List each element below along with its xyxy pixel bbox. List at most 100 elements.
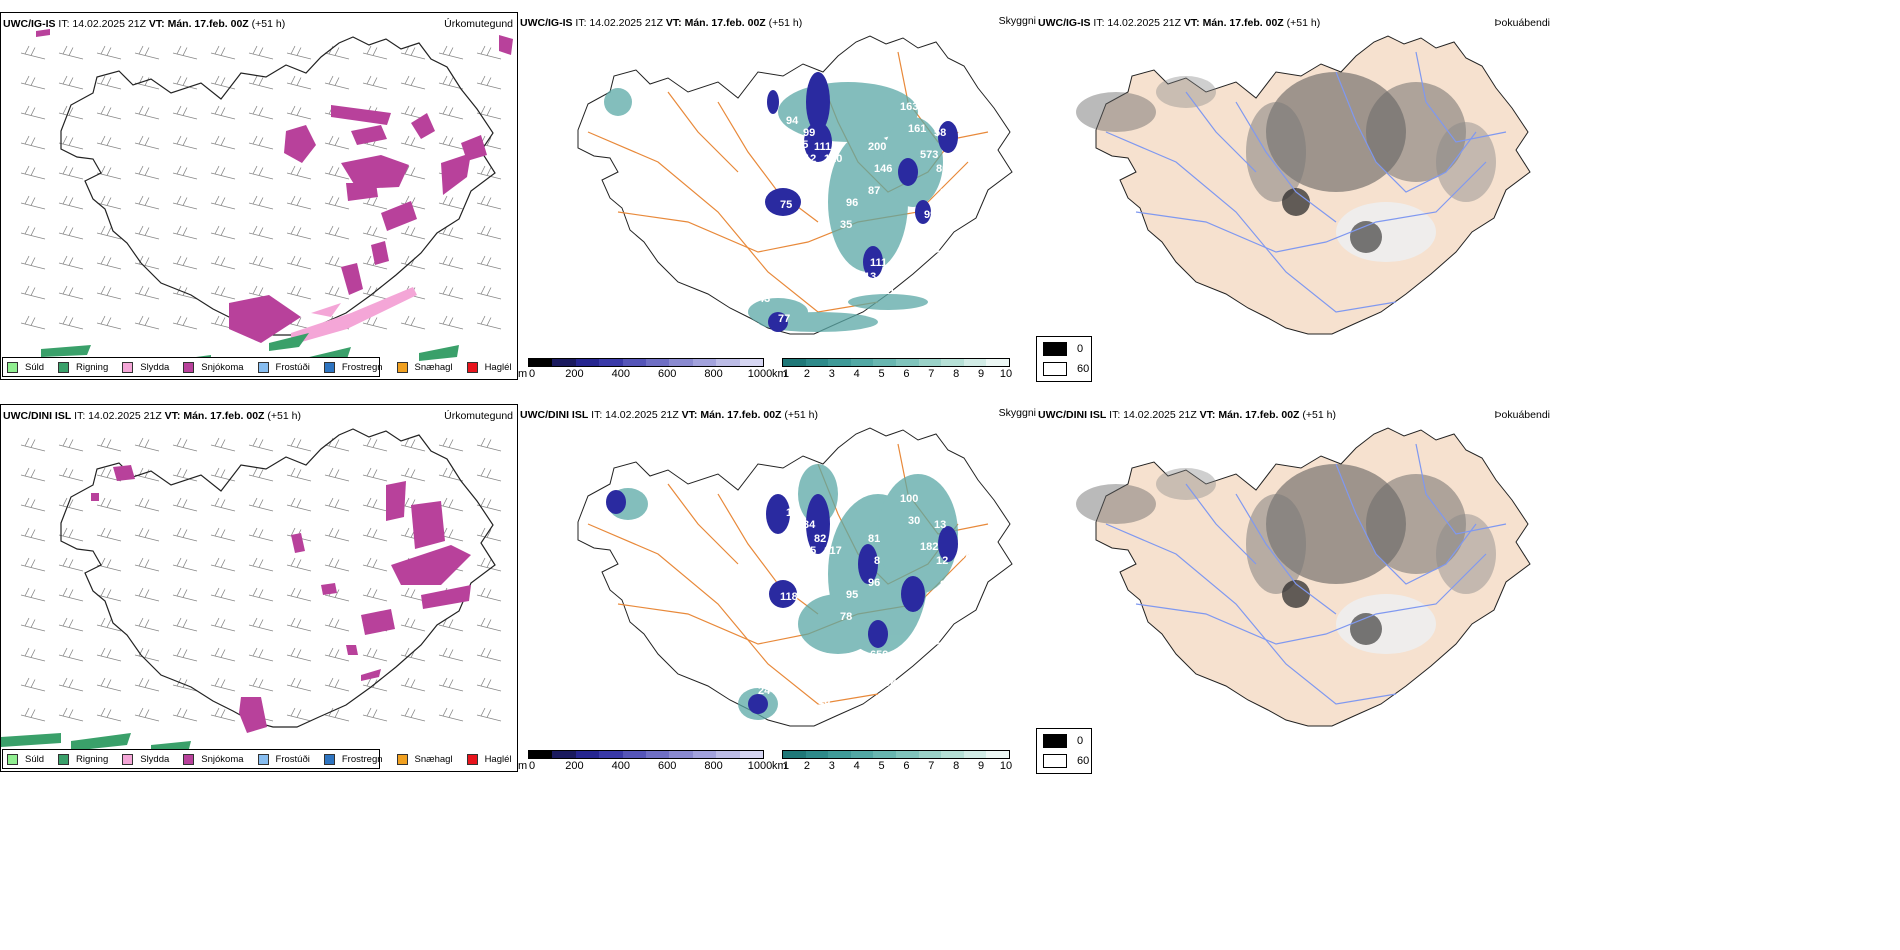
river-line [1415,51,1507,143]
colorbar-segment [918,751,942,758]
wind-barb [476,437,502,452]
cloud-base-label: 13 [818,695,830,707]
river-line [1335,71,1477,193]
snow-area [36,29,50,37]
wind-barb [134,285,160,300]
wind-barb [438,195,464,210]
snow-area [421,585,471,609]
cloud-base-label: 65 [804,545,816,557]
colorbar-tick: 8 [953,368,960,380]
wind-barb [58,255,84,270]
wind-barb [476,617,502,632]
legend-label: Súld [25,361,45,373]
wind-barb [286,557,312,572]
wind-barb [210,437,236,452]
colorbar-tick: 200 [565,760,584,772]
cloud-base-label: 308 [936,641,954,653]
wind-barb [476,105,502,120]
legend-label: Frostúði [275,753,310,765]
rain-area [1,733,61,747]
cloud-base-label: 163 [900,101,918,113]
colorbar-tick: 10 [999,368,1013,380]
wind-barb [476,165,502,180]
valid-label: VT: [148,18,165,30]
precip-legend: Súld Rigning Slydda Snjókoma Frostúði Frostre… [2,357,512,377]
snow-area [331,105,391,125]
wind-barb [324,195,350,210]
wind-barb [210,557,236,572]
wind-barb [476,45,502,60]
wind-barb [400,165,426,180]
wind-barb [248,165,274,180]
wind-barb [96,255,122,270]
cloud-base-label: 8 [874,555,880,567]
cloud-base-label: 182 [920,541,938,553]
river-network [1105,51,1507,313]
init-time: IT: 14.02.2025 21Z [575,17,663,29]
wind-barb [286,225,312,240]
init-time: IT: 14.02.2025 21Z [1109,409,1197,421]
panel-title: Úrkomutegund [444,410,513,422]
legend-label: Slydda [140,361,170,373]
colorbar-tick: 5 [878,368,885,380]
road-line [667,483,739,565]
legend-label: Rigning [76,361,109,373]
wind-barb [438,75,464,90]
wind-barb [96,315,122,330]
wind-barb [58,707,84,722]
wind-barb [172,587,198,602]
wind-barb [172,557,198,572]
wind-barb [172,135,198,150]
wind-barb [20,497,46,512]
valid-label: VT: [1183,17,1200,29]
wind-barb [362,45,388,60]
cloud-base-label: 111 [870,257,887,269]
legend-swatch [396,753,408,765]
snow-area [441,153,471,195]
wind-barb [20,195,46,210]
legend-item: Snjókoma [183,753,244,765]
wind-barb [20,557,46,572]
legend-label: Snæhagl [414,361,453,373]
wind-barb [58,45,84,60]
wind-barb [400,707,426,722]
sleet-area [311,303,341,317]
wind-barb [20,165,46,180]
cloud-base-label: 84 [778,705,791,717]
wind-barb [58,467,84,482]
valid-time: Mán. 17.feb. 00Z [684,17,766,29]
colorbar-tick: 800 [704,368,723,380]
wind-barb [438,285,464,300]
lead-time: (+51 h) [1286,17,1321,29]
colorbar-segment [986,359,1009,366]
snow-area [229,295,301,343]
colorbar-tick: 1 [782,760,790,772]
wind-barb [20,225,46,240]
colorbar-segment [828,359,851,366]
wind-barb [324,165,350,180]
wind-barb [172,527,198,542]
wind-barb [248,437,274,452]
fog-shading [1076,72,1496,262]
wind-barb [172,707,198,722]
wind-barb [210,527,236,542]
wind-barb [324,647,350,662]
colorbar-tick: 7 [928,368,935,380]
wind-barb [324,707,350,722]
wind-barb [210,647,236,662]
visibility-areas [608,464,958,720]
valid-time: Mán. 17.feb. 00Z [1202,17,1284,29]
wind-barb [210,617,236,632]
wind-barb [172,45,198,60]
cloud-base-label: 12 [804,153,816,165]
colorbar-segment [622,359,647,366]
colorbar-segment [963,359,987,366]
cloud-base-label: 105 [790,139,808,151]
legend-label: Snjókoma [201,361,244,373]
colorbar-strip [782,358,1010,367]
snow-area [386,481,406,521]
colorbar-strip [528,358,764,367]
wind-barb [134,105,160,120]
wind-barb [476,557,502,572]
